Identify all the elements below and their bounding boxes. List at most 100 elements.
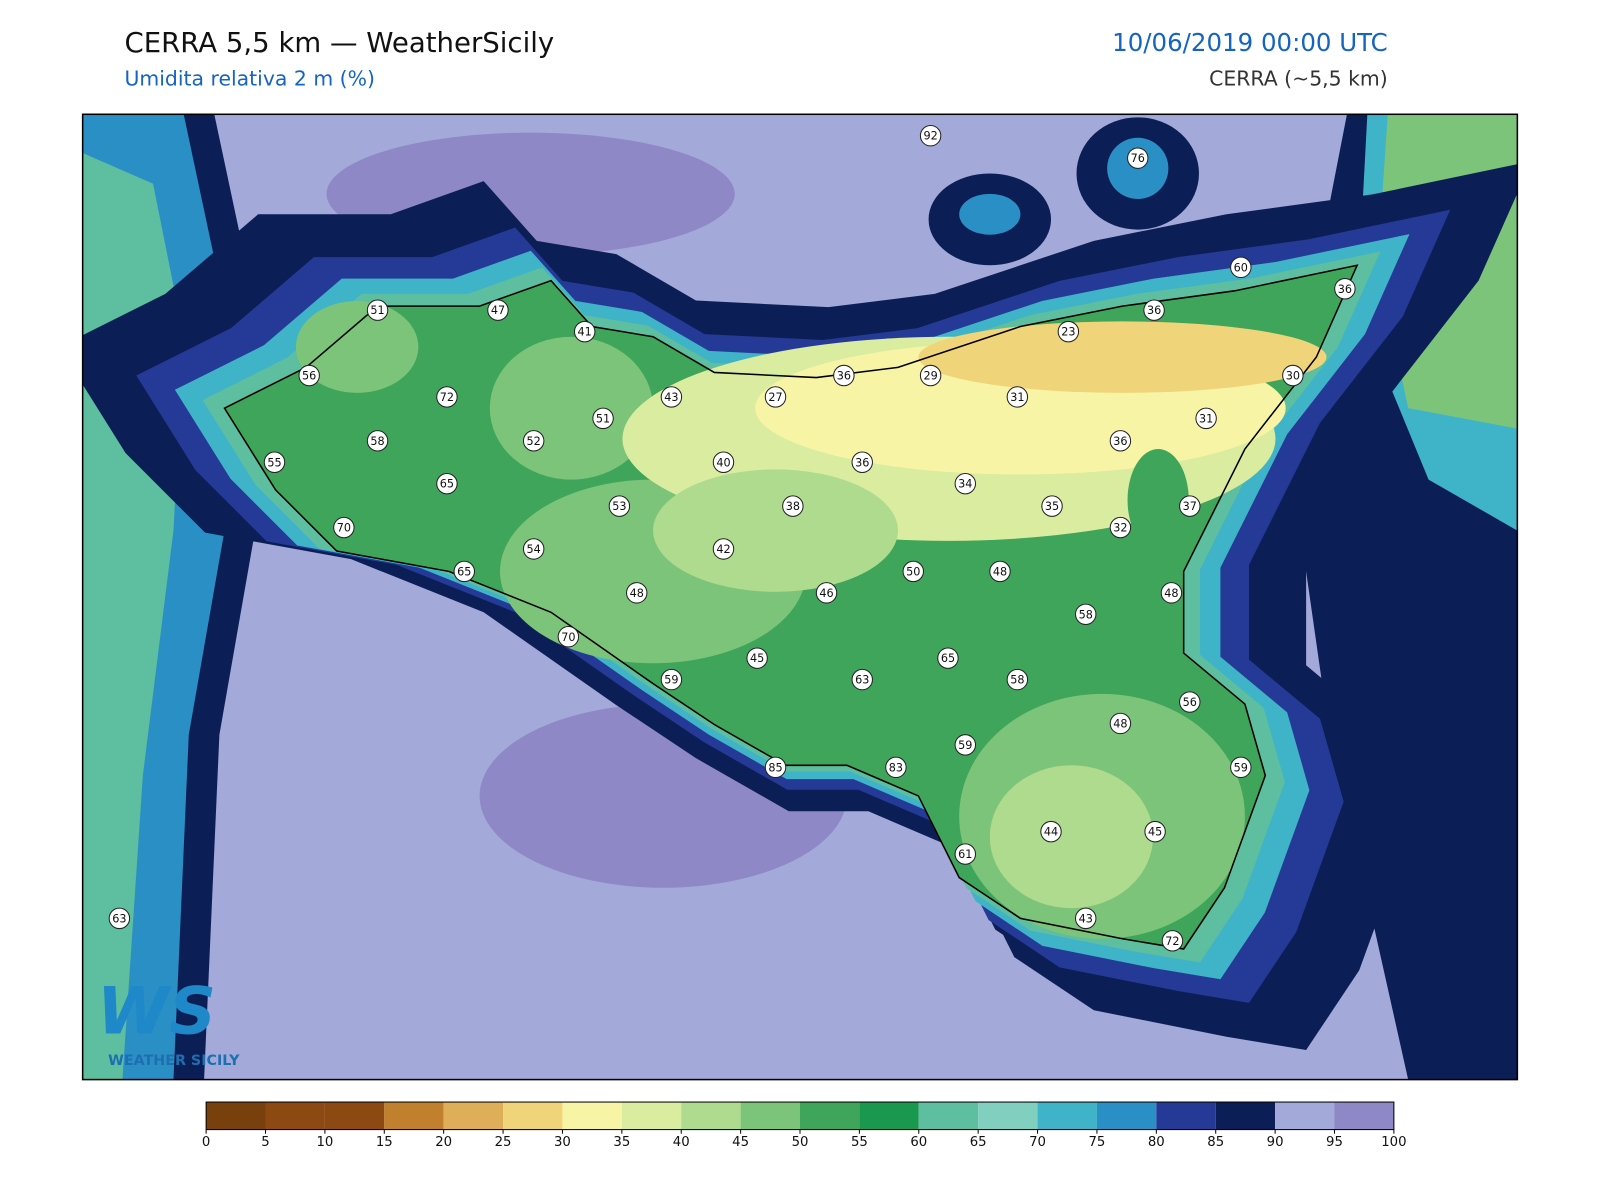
colorbar-swatch [681, 1102, 741, 1130]
station-marker [1075, 603, 1097, 625]
station-marker [660, 386, 683, 408]
station-value: 31 [1010, 391, 1024, 404]
station-marker [436, 386, 458, 408]
station-marker [1006, 386, 1029, 408]
colorbar-swatch [859, 1102, 919, 1130]
colorbar-swatch [1037, 1102, 1097, 1130]
station-marker [712, 538, 735, 560]
station-value: 36 [855, 456, 869, 469]
station-value: 58 [1010, 674, 1024, 687]
station-marker [522, 538, 545, 560]
station-marker [851, 668, 873, 691]
station-marker [954, 472, 977, 495]
station-value: 59 [958, 739, 972, 752]
station-value: 51 [596, 412, 610, 425]
station-marker [298, 364, 320, 387]
station-marker [989, 560, 1011, 583]
station-value: 31 [1199, 412, 1213, 425]
station-value: 29 [923, 370, 937, 383]
station-marker [1179, 691, 1201, 713]
station-marker [366, 299, 389, 321]
station-value: 55 [267, 456, 281, 469]
station-value: 72 [1165, 935, 1179, 948]
station-value: 45 [1148, 826, 1162, 839]
station-value: 72 [440, 391, 454, 404]
station-marker [333, 516, 355, 539]
station-marker [436, 472, 458, 495]
station-value: 61 [958, 848, 972, 861]
station-value: 38 [786, 500, 800, 513]
station-value: 43 [664, 391, 678, 404]
colorbar-tick-label: 80 [1148, 1135, 1165, 1150]
station-marker [1109, 430, 1132, 452]
station-marker [660, 668, 683, 691]
colorbar-tick-label: 65 [970, 1135, 987, 1150]
station-value: 32 [1113, 522, 1127, 535]
colorbar-swatch [503, 1102, 563, 1130]
station-value: 92 [923, 130, 937, 143]
title: CERRA 5,5 km — WeatherSicily [124, 27, 554, 59]
colorbar-tick-label: 45 [732, 1135, 749, 1150]
station-value: 53 [612, 500, 626, 513]
colorbar: 0 5 10 15 20 25 30 35 40 45 50 55 60 65 70 75 80 85 90 95 10… [202, 1101, 1407, 1150]
station-value: 36 [1113, 435, 1127, 448]
station-value: 34 [958, 478, 972, 491]
station-marker [1230, 256, 1252, 279]
station-value: 52 [527, 435, 541, 448]
colorbar-swatch [324, 1102, 385, 1130]
station-value: 41 [578, 326, 592, 339]
station-marker [746, 647, 768, 669]
colorbar-tick-label: 5 [261, 1135, 269, 1150]
station-value: 46 [819, 587, 833, 600]
station-marker [1282, 364, 1304, 387]
station-marker [815, 582, 838, 604]
station-marker [851, 451, 873, 473]
station-value: 83 [889, 761, 903, 774]
station-marker [453, 560, 475, 583]
colorbar-swatch [1156, 1102, 1216, 1130]
station-value: 63 [855, 674, 869, 687]
station-marker [712, 451, 735, 473]
colorbar-tick-label: 35 [613, 1135, 630, 1150]
colorbar-tick-label: 100 [1381, 1135, 1406, 1150]
colorbar-tick-label: 55 [851, 1135, 868, 1150]
station-value: 56 [302, 370, 316, 383]
station-marker [108, 907, 131, 930]
colorbar-tick-label: 95 [1326, 1135, 1343, 1150]
colorbar-swatch [265, 1102, 325, 1130]
station-value: 37 [1183, 500, 1197, 513]
station-marker [573, 320, 596, 343]
colorbar-swatch [800, 1102, 860, 1130]
station-value: 40 [716, 456, 730, 469]
station-value: 27 [768, 391, 782, 404]
station-marker [764, 756, 787, 779]
station-marker [1195, 407, 1217, 430]
station-marker [263, 451, 286, 473]
station-value: 60 [1234, 261, 1248, 274]
station-value: 35 [1045, 500, 1059, 513]
station-value: 85 [768, 761, 782, 774]
station-marker [1040, 820, 1062, 843]
colorbar-tick-label: 20 [435, 1135, 452, 1150]
station-value: 48 [1113, 717, 1127, 730]
station-marker [833, 364, 855, 387]
logo-mark: WS [97, 973, 216, 1049]
station-marker [522, 430, 545, 452]
colorbar-tick-label: 0 [202, 1135, 210, 1150]
colorbar-tick-label: 70 [1029, 1135, 1046, 1150]
station-marker [782, 495, 804, 517]
colorbar-tick-label: 75 [1089, 1135, 1106, 1150]
station-marker [1109, 712, 1132, 735]
station-marker [626, 582, 648, 604]
station-value: 58 [370, 435, 384, 448]
station-value: 76 [1131, 152, 1145, 165]
station-value: 50 [906, 565, 920, 578]
station-value: 70 [337, 522, 351, 535]
colorbar-swatch [978, 1102, 1038, 1130]
map-frame [81, 113, 1519, 1081]
station-value: 43 [1079, 912, 1093, 925]
station-marker [885, 756, 907, 779]
colorbar-swatch [443, 1102, 504, 1130]
station-value: 23 [1061, 326, 1075, 339]
station-marker [1230, 756, 1252, 779]
